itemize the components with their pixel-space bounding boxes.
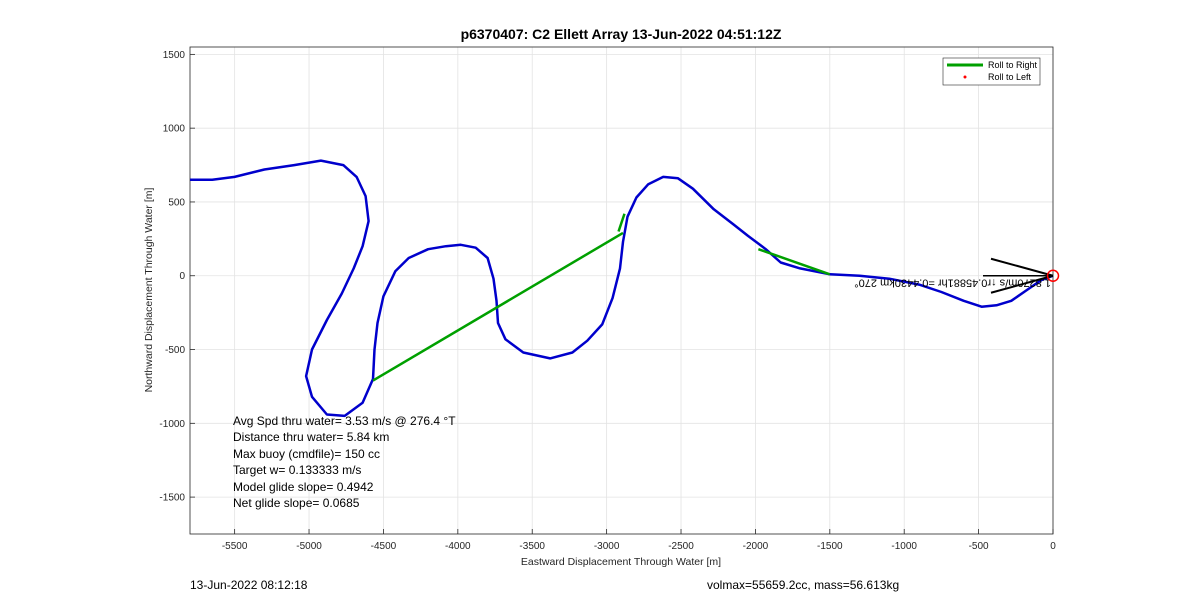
y-tick-label: 500 (168, 197, 185, 208)
x-axis: -5500 -5000 -4500 -4000 -3500 -3000 -2500 -2000… (222, 529, 1056, 552)
x-tick-label: -5000 (296, 541, 322, 552)
y-axis: 1500 1000 500 0 -500 -1000 -1500 (159, 50, 195, 504)
y-tick-label: -500 (165, 345, 185, 356)
legend-label-roll-left: Roll to Left (988, 72, 1032, 82)
x-tick-label: -1000 (891, 541, 917, 552)
legend-marker-roll-left (963, 75, 967, 79)
x-tick-label: -2500 (668, 541, 694, 552)
x-axis-label: Eastward Displacement Through Water [m] (521, 556, 721, 568)
arrow-head-lower (990, 274, 1054, 294)
legend-label-roll-right: Roll to Right (988, 60, 1038, 70)
stat-distance: Distance thru water= 5.84 km (233, 430, 389, 444)
x-tick-label: 0 (1050, 541, 1056, 552)
series (190, 159, 1054, 418)
stat-max-buoy: Max buoy (cmdfile)= 150 cc (233, 447, 380, 461)
roll-right-segment (617, 213, 626, 232)
chart-title: p6370407: C2 Ellett Array 13-Jun-2022 04… (461, 26, 782, 42)
y-tick-label: 0 (179, 271, 185, 282)
track-line (190, 159, 1054, 418)
roll-right-segment (372, 231, 624, 382)
stats-block: Avg Spd thru water= 3.53 m/s @ 276.4 °T … (233, 414, 456, 510)
x-tick-label: -4000 (445, 541, 471, 552)
x-tick-label: -3000 (594, 541, 620, 552)
roll-right-segment (757, 247, 831, 276)
arrow-head-upper (990, 257, 1054, 277)
stat-avg-speed: Avg Spd thru water= 3.53 m/s @ 276.4 °T (233, 414, 456, 428)
legend: Roll to Right Roll to Left (942, 57, 1041, 86)
y-tick-label: -1000 (159, 419, 185, 430)
heading-annotation: 1.8270m/s ↑r0.45881hr =0.4430km 270° (854, 277, 1051, 289)
footer-timestamp: 13-Jun-2022 08:12:18 (190, 578, 308, 592)
stat-model-glide: Model glide slope= 0.4942 (233, 480, 374, 494)
surface-marker (1046, 269, 1060, 282)
y-tick-label: 1500 (163, 50, 186, 61)
y-tick-label: -1500 (159, 493, 185, 504)
x-tick-label: -2000 (743, 541, 769, 552)
x-tick-label: -1500 (817, 541, 843, 552)
y-axis-label: Northward Displacement Through Water [m] (143, 188, 155, 393)
y-tick-label: 1000 (163, 124, 186, 135)
stat-net-glide: Net glide slope= 0.0685 (233, 496, 360, 510)
plot-area (189, 46, 1054, 535)
stat-target-w: Target w= 0.133333 m/s (233, 463, 361, 477)
x-tick-label: -4500 (371, 541, 397, 552)
x-tick-label: -3500 (519, 541, 545, 552)
x-tick-label: -5500 (222, 541, 248, 552)
footer-mass: volmax=55659.2cc, mass=56.613kg (707, 578, 899, 592)
x-tick-label: -500 (969, 541, 989, 552)
heading-arrow: 1.8270m/s ↑r0.45881hr =0.4430km 270° (854, 257, 1060, 294)
